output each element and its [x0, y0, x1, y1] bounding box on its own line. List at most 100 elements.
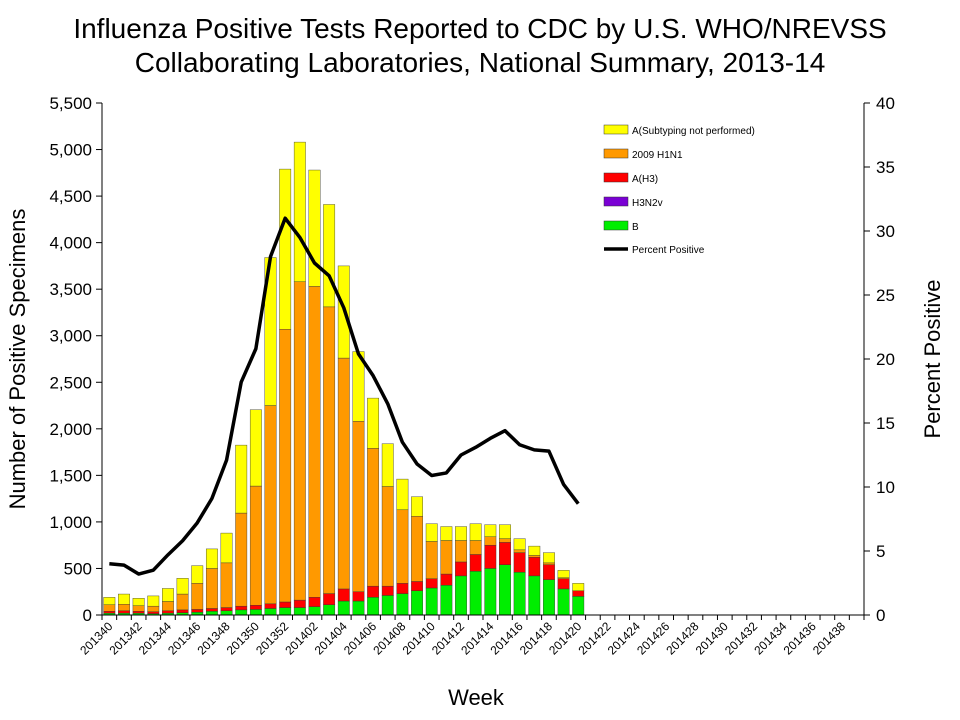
legend: A(Subtyping not performed) 2009 H1N1 A(H3)… [603, 124, 755, 256]
y-tick-label-5500: 5,500 [49, 94, 92, 113]
bar-segment-b-201415 [499, 564, 511, 616]
bar-segment-a-h3--201414 [484, 544, 497, 569]
bar-segment-a-h3--201406 [367, 585, 380, 598]
bars-group [103, 141, 585, 616]
bar-segment-a-subtyping-not-performed--201414 [484, 524, 497, 538]
bar-segment-2009-h1n1-201346 [191, 583, 204, 610]
bar-segment-2009-h1n1-201343 [147, 605, 160, 612]
legend-swatch-a-subtyping-not-performed- [603, 124, 629, 135]
bar-segment-2009-h1n1-201403 [323, 306, 336, 594]
bar-segment-a-h3--201410 [425, 578, 438, 589]
bar-segment-2009-h1n1-201407 [381, 486, 394, 587]
bar-segment-a-subtyping-not-performed--201342 [132, 598, 145, 606]
bar-segment-a-h3--201413 [469, 554, 482, 572]
bar-segment-b-201420 [572, 596, 585, 616]
bar-segment-b-201413 [469, 571, 482, 616]
bar-segment-a-h3--201411 [440, 573, 453, 586]
bar-segment-a-subtyping-not-performed--201348 [220, 532, 233, 564]
bar-segment-2009-h1n1-201417 [528, 555, 541, 558]
bar-segment-a-subtyping-not-performed--201343 [147, 595, 160, 607]
percent-positive-line [109, 216, 580, 576]
legend-swatch-2009-h1n1 [603, 148, 629, 159]
bar-segment-b-201411 [440, 585, 453, 616]
bar-segment-2009-h1n1-201412 [455, 540, 467, 563]
y2-tick-label-30: 30 [876, 222, 895, 241]
bar-segment-2009-h1n1-201342 [132, 605, 145, 612]
bar-segment-b-201412 [455, 575, 467, 616]
bar-segment-2009-h1n1-201408 [396, 509, 409, 584]
y-tick-label-1500: 1,500 [49, 466, 92, 485]
bar-segment-b-201405 [352, 600, 365, 616]
bar-segment-b-201416 [513, 571, 526, 616]
y-axis-label: Number of Positive Specimens [5, 209, 30, 510]
percent-positive-line-group [109, 216, 580, 576]
bar-segment-a-h3--201347 [205, 608, 218, 612]
bar-segment-a-h3--201416 [513, 552, 526, 573]
bar-segment-2009-h1n1-201349 [235, 512, 248, 607]
bar-segment-b-201347 [205, 611, 218, 616]
legend-label-a-subtyping-not-performed-: A(Subtyping not performed) [632, 126, 755, 137]
bar-segment-a-subtyping-not-performed--201416 [513, 538, 526, 551]
chart-title-line-1: Influenza Positive Tests Reported to CDC… [73, 13, 887, 44]
bar-segment-a-h3--201417 [528, 557, 541, 577]
bar-segment-2009-h1n1-201415 [499, 538, 511, 543]
bar-segment-a-subtyping-not-performed--201344 [162, 588, 174, 602]
bar-segment-a-h3--201345 [176, 609, 189, 613]
bar-segment-b-201351 [264, 608, 277, 616]
bar-segment-a-h3--201420 [572, 590, 585, 597]
bar-segment-a-subtyping-not-performed--201415 [499, 524, 511, 539]
axes-group [96, 102, 870, 620]
bar-segment-2009-h1n1-201406 [367, 448, 380, 587]
bar-segment-a-h3--201352 [279, 601, 292, 608]
bar-segment-2009-h1n1-201340 [103, 604, 116, 612]
bar-segment-2009-h1n1-201352 [279, 329, 292, 603]
bar-segment-2009-h1n1-201347 [205, 568, 218, 609]
y-tick-label-2000: 2,000 [49, 420, 92, 439]
bar-segment-b-201350 [249, 609, 262, 616]
bar-segment-a-h3--201340 [103, 611, 116, 614]
bar-segment-a-subtyping-not-performed--201409 [411, 496, 423, 517]
x-tick-label-201438: 201438 [810, 619, 848, 657]
bar-segment-a-h3--201402 [308, 597, 321, 607]
bar-segment-a-h3--201418 [543, 564, 555, 580]
bar-segment-a-subtyping-not-performed--201349 [235, 444, 248, 514]
y-tick-label-5000: 5,000 [49, 141, 92, 160]
bar-segment-2009-h1n1-201351 [264, 405, 277, 605]
bar-segment-a-subtyping-not-performed--201412 [455, 526, 467, 541]
bar-segment-a-h3--201341 [118, 610, 130, 614]
y2-tick-label-0: 0 [876, 606, 885, 625]
legend-swatch-b [603, 220, 629, 231]
bar-segment-b-201407 [381, 595, 394, 616]
bar-segment-b-201349 [235, 609, 248, 616]
bar-segment-a-subtyping-not-performed--201406 [367, 397, 380, 449]
bar-segment-2009-h1n1-201350 [249, 485, 262, 606]
bar-segment-a-h3--201349 [235, 605, 248, 611]
bar-segment-a-subtyping-not-performed--201419 [557, 570, 570, 578]
bar-segment-a-h3--201408 [396, 583, 409, 594]
bar-segment-2009-h1n1-201345 [176, 593, 189, 611]
bar-segment-b-201419 [557, 588, 570, 616]
bar-segment-b-201352 [279, 607, 292, 616]
legend-label-h3n2v: H3N2v [632, 198, 663, 209]
y2-tick-label-10: 10 [876, 478, 895, 497]
bar-segment-b-201418 [543, 579, 555, 616]
bar-segment-a-subtyping-not-performed--201341 [118, 593, 130, 605]
bar-segment-a-h3--201404 [337, 588, 350, 602]
bar-segment-a-subtyping-not-performed--201346 [191, 565, 204, 584]
bar-segment-b-201403 [323, 604, 336, 616]
bar-segment-a-subtyping-not-performed--201417 [528, 545, 541, 556]
bar-segment-a-subtyping-not-performed--201350 [249, 409, 262, 487]
bar-segment-a-h3--201350 [249, 605, 262, 610]
bar-segment-a-subtyping-not-performed--201401 [293, 141, 306, 282]
y-tick-label-3000: 3,000 [49, 327, 92, 346]
bar-segment-a-subtyping-not-performed--201418 [543, 552, 555, 564]
bar-segment-2009-h1n1-201410 [425, 541, 438, 579]
y2-tick-label-35: 35 [876, 158, 895, 177]
bar-segment-2009-h1n1-201405 [352, 421, 365, 592]
bar-segment-a-subtyping-not-performed--201347 [205, 548, 218, 569]
bar-segment-2009-h1n1-201414 [484, 536, 497, 546]
bar-segment-b-201414 [484, 568, 497, 616]
bar-segment-a-h3--201348 [220, 607, 233, 612]
bar-segment-2009-h1n1-201402 [308, 286, 321, 598]
y-tick-label-1000: 1,000 [49, 513, 92, 532]
